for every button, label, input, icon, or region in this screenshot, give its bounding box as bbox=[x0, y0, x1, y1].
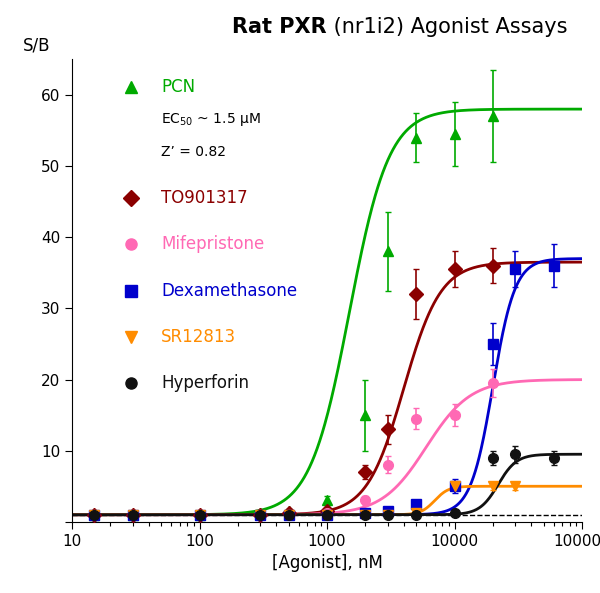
Text: PCN: PCN bbox=[161, 78, 196, 96]
Y-axis label: S/B: S/B bbox=[23, 37, 50, 55]
Text: TO901317: TO901317 bbox=[161, 189, 248, 207]
Text: Dexamethasone: Dexamethasone bbox=[161, 282, 298, 299]
Text: Mifepristone: Mifepristone bbox=[161, 235, 265, 253]
X-axis label: [Agonist], nM: [Agonist], nM bbox=[272, 554, 382, 572]
Text: EC$_{50}$ ~ 1.5 μM: EC$_{50}$ ~ 1.5 μM bbox=[161, 111, 261, 128]
Text: (nr1i2) Agonist Assays: (nr1i2) Agonist Assays bbox=[327, 17, 568, 37]
Text: Hyperforin: Hyperforin bbox=[161, 374, 249, 392]
Text: Rat PXR: Rat PXR bbox=[232, 17, 327, 37]
Text: SR12813: SR12813 bbox=[161, 328, 236, 346]
Text: Z’ = 0.82: Z’ = 0.82 bbox=[161, 145, 226, 159]
